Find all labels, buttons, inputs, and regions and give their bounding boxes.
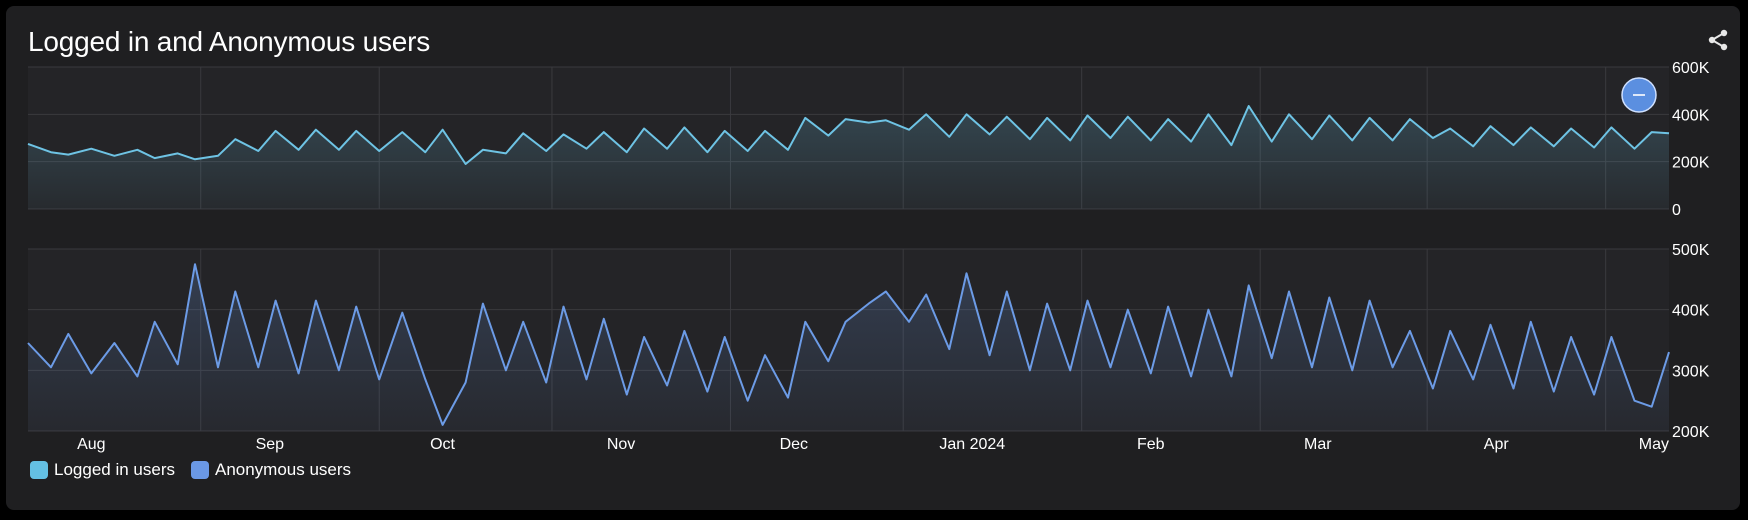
x-tick-label: Dec: [780, 436, 808, 453]
series-line-0: [27, 105, 1670, 165]
legend: Logged in users Anonymous users: [30, 460, 351, 480]
y-tick-label: 200K: [1672, 424, 1710, 441]
x-tick-label: Aug: [77, 436, 105, 453]
legend-swatch-anonymous: [190, 461, 209, 479]
series-line-1: [27, 263, 1670, 426]
x-tick-label: Feb: [1137, 436, 1165, 453]
legend-swatch-logged-in: [30, 461, 48, 479]
chart-title: Logged in and Anonymous users: [28, 26, 431, 57]
y-tick-label: 300K: [1672, 363, 1710, 380]
legend-item-logged-in[interactable]: Logged in users: [30, 460, 175, 480]
y-tick-label: 0: [1672, 202, 1681, 219]
series-area-1: [28, 264, 1669, 431]
legend-label-logged-in: Logged in users: [54, 460, 175, 479]
y-tick-label: 600K: [1672, 60, 1710, 77]
y-tick-label: 400K: [1672, 303, 1710, 320]
x-tick-label: Mar: [1304, 436, 1332, 453]
y-tick-label: 500K: [1672, 242, 1710, 259]
y-tick-label: 200K: [1672, 155, 1710, 172]
y-tick-label: 400K: [1672, 107, 1710, 124]
legend-label-anonymous: Anonymous users: [214, 460, 352, 479]
x-tick-label: Oct: [430, 436, 455, 453]
share-icon[interactable]: [1706, 28, 1730, 52]
x-tick-label: May: [1639, 436, 1669, 453]
x-tick-label: Nov: [607, 436, 635, 453]
legend-item-anonymous[interactable]: Anonymous users: [190, 460, 352, 480]
x-tick-label: Jan 2024: [939, 436, 1005, 453]
series-area-0: [28, 106, 1669, 209]
reset-zoom-button[interactable]: [1621, 77, 1657, 113]
x-tick-label: Apr: [1484, 436, 1510, 453]
x-tick-label: Sep: [256, 436, 285, 453]
